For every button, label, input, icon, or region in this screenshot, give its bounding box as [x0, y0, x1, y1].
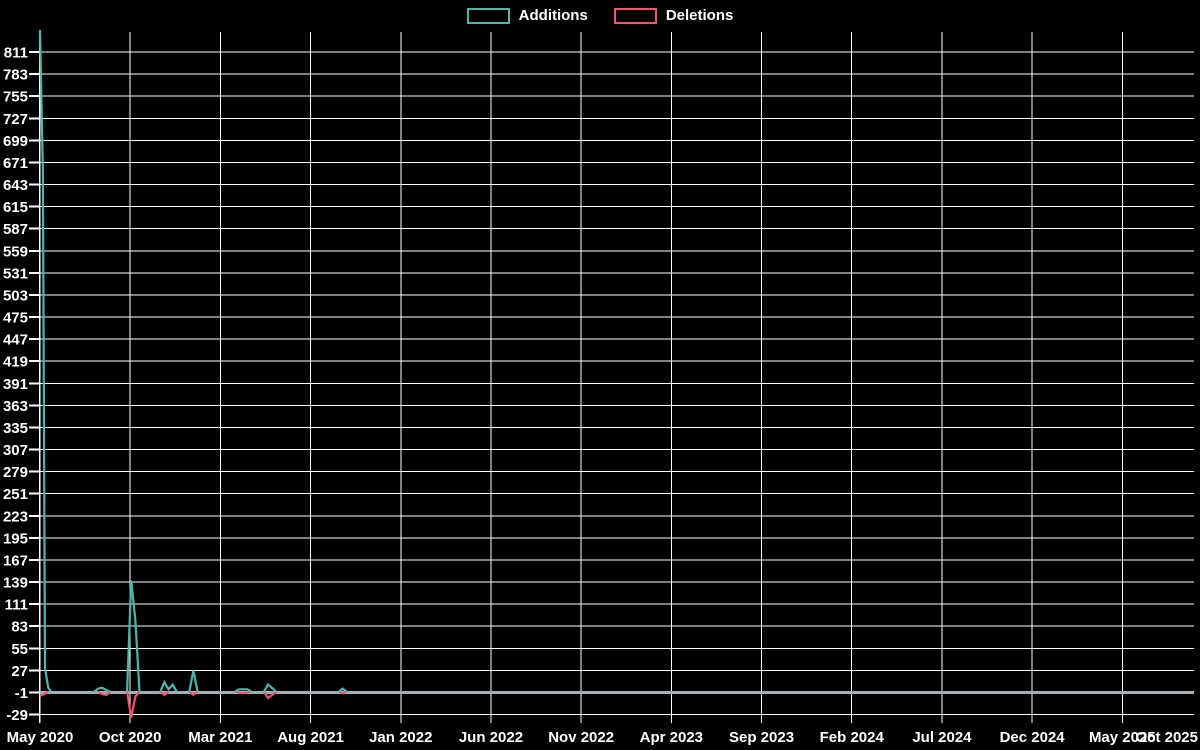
- y-tick-label: 55: [11, 641, 28, 658]
- legend-label-deletions: Deletions: [665, 7, 734, 24]
- y-tick-label: -29: [6, 707, 28, 724]
- additions-line[interactable]: [38, 29, 53, 693]
- chart-legend: Additions Deletions: [0, 7, 1200, 24]
- y-tick-label: 279: [3, 464, 28, 481]
- x-tick-label: Nov 2022: [548, 729, 614, 746]
- x-tick-label: Jan 2022: [369, 729, 432, 746]
- x-tick-label: Apr 2023: [640, 729, 703, 746]
- deletions-line[interactable]: [234, 690, 252, 695]
- x-tick-label: Oct 2025: [1135, 729, 1198, 746]
- x-tick-label: May 2025: [1089, 729, 1156, 746]
- y-tick-label: 475: [3, 310, 28, 327]
- y-tick-label: 111: [5, 597, 28, 614]
- y-tick-label: 727: [3, 111, 28, 128]
- y-tick-label: 419: [3, 354, 28, 371]
- deletions-swatch-icon: [613, 7, 657, 24]
- deletions-line[interactable]: [188, 690, 199, 697]
- y-tick-label: 363: [3, 398, 28, 415]
- additions-line[interactable]: [126, 580, 141, 692]
- y-tick-label: 167: [3, 552, 28, 569]
- additions-line[interactable]: [93, 686, 111, 693]
- y-tick-label: 27: [11, 663, 28, 680]
- additions-line[interactable]: [262, 682, 278, 693]
- y-tick-label: -1: [15, 685, 28, 702]
- x-tick-label: Dec 2024: [1000, 729, 1066, 746]
- additions-swatch-icon: [466, 7, 510, 24]
- y-tick-label: 643: [3, 177, 28, 194]
- deletions-line[interactable]: [262, 690, 278, 700]
- deletions-line[interactable]: [97, 690, 112, 697]
- y-tick-label: 335: [3, 420, 28, 437]
- y-tick-label: 811: [4, 45, 28, 62]
- y-tick-label: 671: [3, 155, 28, 172]
- x-tick-label: Jul 2024: [912, 729, 972, 746]
- additions-line[interactable]: [234, 688, 253, 693]
- y-tick-label: 699: [3, 133, 28, 150]
- deletions-line[interactable]: [338, 690, 348, 695]
- additions-line[interactable]: [188, 670, 199, 692]
- legend-item-deletions[interactable]: Deletions: [613, 7, 734, 24]
- additions-line[interactable]: [159, 679, 178, 693]
- deletions-line[interactable]: [159, 690, 170, 697]
- y-tick-label: 783: [3, 67, 28, 84]
- deletions-line[interactable]: [39, 690, 49, 697]
- y-tick-label: 559: [3, 243, 28, 260]
- y-tick-label: 615: [3, 199, 28, 216]
- x-tick-label: Aug 2021: [277, 729, 344, 746]
- deletions-line[interactable]: [126, 690, 141, 718]
- legend-label-additions: Additions: [518, 7, 588, 24]
- legend-item-additions[interactable]: Additions: [466, 7, 588, 24]
- y-tick-label: 307: [3, 442, 28, 459]
- y-tick-label: 531: [3, 265, 28, 282]
- y-tick-label: 503: [3, 287, 28, 304]
- x-tick-label: Mar 2021: [188, 729, 252, 746]
- y-tick-label: 223: [3, 508, 28, 525]
- y-tick-label: 195: [3, 530, 28, 547]
- y-tick-label: 391: [3, 376, 28, 393]
- x-tick-label: Feb 2024: [820, 729, 885, 746]
- x-tick-label: May 2020: [7, 729, 74, 746]
- x-tick-label: Oct 2020: [99, 729, 162, 746]
- y-tick-label: 139: [3, 575, 28, 592]
- y-tick-label: 83: [11, 619, 28, 636]
- y-tick-label: 447: [3, 332, 28, 349]
- y-tick-label: 587: [3, 221, 28, 238]
- y-tick-label: 755: [3, 89, 28, 106]
- additions-line[interactable]: [337, 687, 348, 693]
- x-tick-label: Jun 2022: [459, 729, 523, 746]
- x-tick-label: Sep 2023: [729, 729, 794, 746]
- y-tick-label: 251: [3, 486, 28, 503]
